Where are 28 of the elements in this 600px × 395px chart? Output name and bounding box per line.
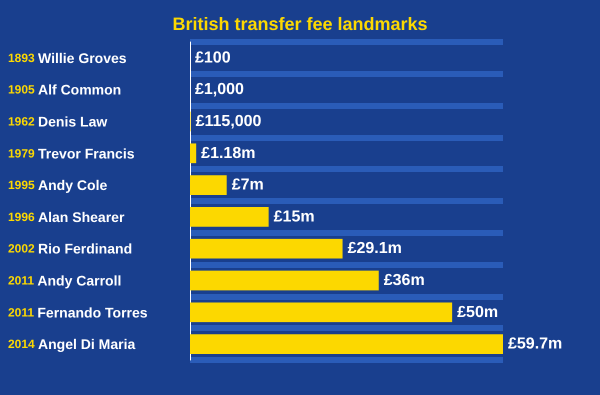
y-tick-label: 2011 Fernando Torres [8,304,148,320]
bar [190,334,503,354]
y-tick-label: 1996 Alan Shearer [8,208,125,225]
bar [190,143,196,164]
data-label: £59.7m [508,336,562,353]
y-tick-label: 1962 Denis Law [8,114,108,130]
bar [190,238,343,259]
y-tick-label: 2014 Angel Di Maria [8,336,136,352]
y-tick-label: 2011 Andy Carroll [8,272,122,288]
y-tick-label: 1893 Willie Groves [8,50,127,66]
bar [190,270,379,290]
data-label: £15m [274,208,315,226]
bar [190,175,227,195]
bar [190,207,269,227]
data-label: £1.18m [201,144,256,162]
data-label: £100 [195,49,231,66]
data-label: £50m [457,304,498,321]
y-tick-label: 1995 Andy Cole [8,177,108,194]
chart-title: British transfer fee landmarks [172,14,428,34]
data-label: £115,000 [196,113,262,130]
y-tick-label: 1979 Trevor Francis [8,145,135,162]
bar [190,302,452,322]
data-label: £7m [232,176,264,194]
data-label: £1,000 [195,81,244,98]
y-tick-label: 1905 Alf Common [8,82,122,98]
data-label: £29.1m [348,240,402,258]
y-tick-label: 2002 Rio Ferdinand [8,240,132,257]
data-label: £36m [384,272,425,289]
